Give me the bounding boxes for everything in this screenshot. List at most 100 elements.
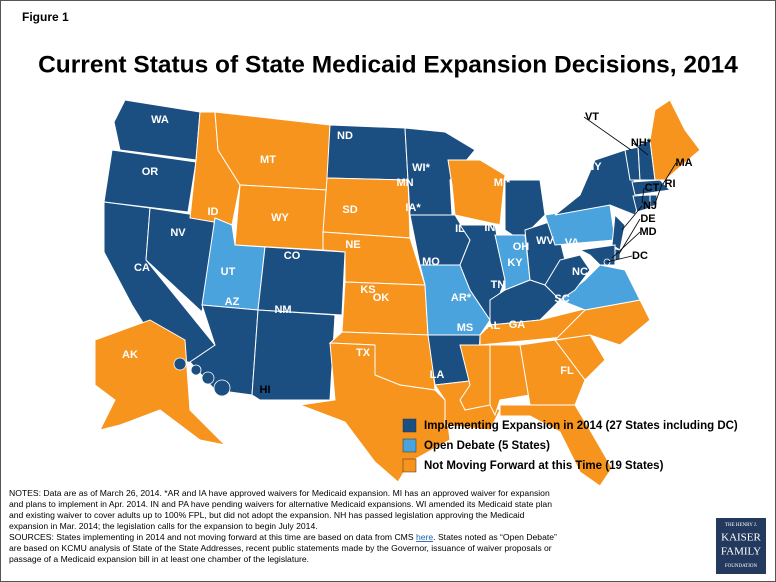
state-label: MN xyxy=(396,177,413,189)
state xyxy=(251,309,336,401)
legend-swatch xyxy=(402,438,417,453)
state-label: ND xyxy=(337,130,353,142)
legend-label: Implementing Expansion in 2014 (27 State… xyxy=(424,420,738,432)
state-label: NC xyxy=(572,266,588,278)
state xyxy=(459,224,506,322)
state-label: LA xyxy=(430,369,445,381)
state-label: MA xyxy=(675,157,692,169)
source-line: SOURCES: States implementing in 2014 and… xyxy=(9,532,557,542)
state-label: AZ xyxy=(225,296,240,308)
state xyxy=(447,159,506,226)
state-label: TX xyxy=(356,347,371,359)
logo-text: FAMILY xyxy=(721,546,761,558)
state-label: IN* xyxy=(484,222,500,234)
state-label: CT xyxy=(645,182,660,194)
state xyxy=(94,319,227,446)
state-label: DC xyxy=(632,250,648,262)
state-label: UT xyxy=(221,266,236,278)
state-label: WV xyxy=(536,235,554,247)
leader-line xyxy=(632,142,649,156)
state-label: IL xyxy=(455,223,465,235)
state-label: ID xyxy=(208,206,219,218)
title: Current Status of State Medicaid Expansi… xyxy=(38,51,738,78)
figure-label: Figure 1 xyxy=(22,10,69,24)
state-label: RI xyxy=(665,178,676,190)
legend-label: Open Debate (5 States) xyxy=(424,440,550,452)
state xyxy=(519,339,586,406)
state xyxy=(544,254,591,301)
state-label: NE xyxy=(345,239,360,251)
source-link[interactable]: here xyxy=(416,532,433,542)
state-label: OH xyxy=(513,241,530,253)
state-label: WA xyxy=(151,114,169,126)
state-label: CO xyxy=(284,250,301,262)
state-label: FL xyxy=(560,365,574,377)
state-label: OK xyxy=(373,292,390,304)
state xyxy=(103,149,197,213)
state-label: WI* xyxy=(412,162,430,174)
state-label: DE xyxy=(640,213,655,225)
source-text: . States noted as “Open Debate” xyxy=(433,532,557,542)
state-label: IA* xyxy=(405,202,421,214)
legend: Implementing Expansion in 2014 (27 State… xyxy=(402,418,738,473)
leader-line xyxy=(655,183,663,202)
state-label: MO xyxy=(422,256,440,268)
state-label: KY xyxy=(507,257,523,269)
state-label: PA* xyxy=(545,193,564,205)
note-line: expansion in Mar. 2014; the legislation … xyxy=(9,521,318,531)
state-label: SD xyxy=(342,204,357,216)
state-label: WY xyxy=(271,212,289,224)
state xyxy=(341,281,429,336)
state-label: SC xyxy=(554,293,569,305)
state-label: VA xyxy=(565,237,580,249)
states xyxy=(94,99,701,487)
state xyxy=(632,194,651,213)
state-label: MS xyxy=(457,322,474,334)
state-label: NH* xyxy=(631,137,652,149)
state xyxy=(113,99,201,161)
state-label: HI xyxy=(260,384,271,396)
state xyxy=(201,371,215,385)
leader-line xyxy=(583,116,632,151)
note-line: NOTES: Data are as of March 26, 2014. *A… xyxy=(9,488,550,498)
legend-swatch xyxy=(402,458,417,473)
legend-label: Not Moving Forward at this Time (19 Stat… xyxy=(424,460,664,472)
leader-line xyxy=(641,187,645,204)
state-label: CA xyxy=(134,262,150,274)
source-text: SOURCES: States implementing in 2014 and… xyxy=(9,532,416,542)
state xyxy=(213,379,231,397)
state-label: VT xyxy=(585,111,599,123)
state xyxy=(631,179,672,196)
state-label: NJ xyxy=(643,200,657,212)
state-label: MD xyxy=(639,226,656,238)
state-label: OR xyxy=(142,166,159,178)
state-label: TN xyxy=(491,279,506,291)
leader-line xyxy=(611,231,641,259)
state xyxy=(499,404,613,487)
leader-line xyxy=(606,255,633,263)
source-line: passage of a Medicaid expansion bill in … xyxy=(9,554,309,564)
logo-text: THE HENRY J. xyxy=(725,523,757,528)
leader-line xyxy=(662,162,677,185)
logo-text: KAISER xyxy=(721,532,761,544)
state-label: ME xyxy=(636,106,653,118)
logo-text: FOUNDATION xyxy=(725,564,758,569)
notes: NOTES: Data are as of March 26, 2014. *A… xyxy=(9,488,557,564)
state-label: NV xyxy=(170,227,186,239)
state xyxy=(559,264,641,311)
state-label: AL xyxy=(486,320,501,332)
state xyxy=(190,364,202,376)
leader-line xyxy=(621,205,643,231)
logo-box xyxy=(716,518,766,574)
state-label: NM xyxy=(274,304,291,316)
source-line: are based on KCMU analysis of State of t… xyxy=(9,543,552,553)
state-label: AK xyxy=(122,349,138,361)
state xyxy=(257,246,346,316)
state-label: NY xyxy=(586,161,602,173)
note-line: and existing waiver to cover adults up t… xyxy=(9,510,525,520)
logo: THE HENRY J. KAISER FAMILY FOUNDATION xyxy=(716,518,766,574)
state-label: GA xyxy=(509,319,526,331)
state xyxy=(649,194,658,208)
